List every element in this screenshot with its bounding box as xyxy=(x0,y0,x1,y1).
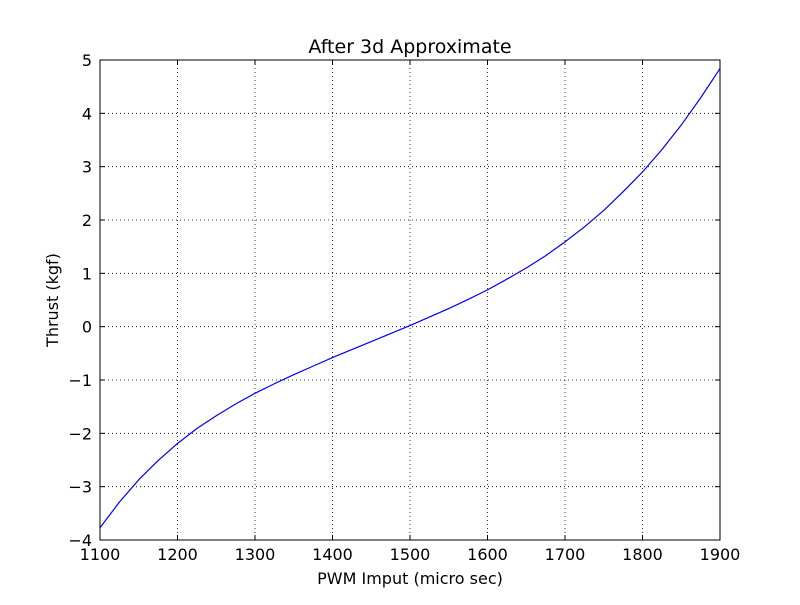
x-tick-label: 1700 xyxy=(545,545,586,564)
y-tick-label: −2 xyxy=(68,424,92,443)
x-tick-label: 1900 xyxy=(700,545,741,564)
y-tick-label: 3 xyxy=(82,158,92,177)
series-line-0 xyxy=(99,68,721,529)
y-tick-label: 0 xyxy=(82,318,92,337)
y-tick-label: −4 xyxy=(68,531,92,550)
x-axis-label: PWM Imput (micro sec) xyxy=(317,569,503,588)
y-tick-label: −3 xyxy=(68,478,92,497)
x-tick-label: 1400 xyxy=(312,545,353,564)
x-tick-label: 1300 xyxy=(235,545,276,564)
series-layer xyxy=(99,68,721,529)
chart-title: After 3d Approximate xyxy=(308,36,511,58)
x-tick-label: 1100 xyxy=(80,545,121,564)
y-tick-label: −1 xyxy=(68,371,92,390)
y-tick-label: 2 xyxy=(82,211,92,230)
x-tick-label: 1600 xyxy=(467,545,508,564)
x-tick-label: 1500 xyxy=(390,545,431,564)
y-tick-label: 5 xyxy=(82,51,92,70)
x-tick-label: 1800 xyxy=(622,545,663,564)
axis-ticks: 1100 1200 1300 1400 1500 1600 1700 1800 1900 −4 −3… xyxy=(68,51,740,564)
y-tick-label: 1 xyxy=(82,264,92,283)
y-axis-label: Thrust (kgf) xyxy=(43,253,62,348)
y-tick-label: 4 xyxy=(82,104,92,123)
grid-lines xyxy=(100,60,720,540)
x-tick-label: 1200 xyxy=(157,545,198,564)
